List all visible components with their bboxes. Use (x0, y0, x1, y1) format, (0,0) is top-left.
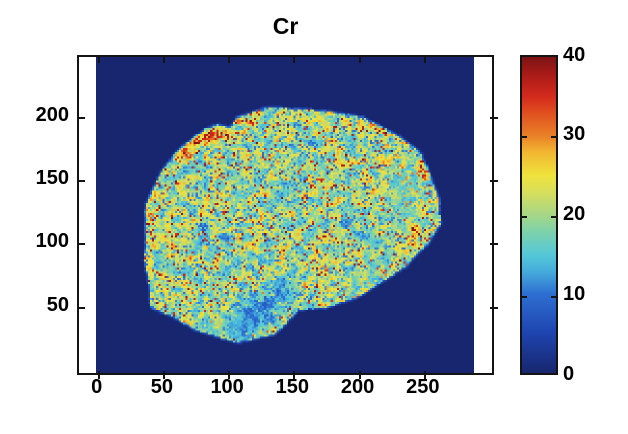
plot-axes (77, 55, 498, 379)
colorbar-tick-label: 0 (563, 362, 575, 385)
x-tick-label: 250 (406, 376, 440, 398)
y-tick-label: 200 (35, 103, 69, 126)
plot-title: Cr (272, 13, 299, 39)
colorbar-tick-label: 30 (563, 123, 586, 146)
colorbar-tick-mark (522, 136, 527, 139)
x-tick-label: 0 (91, 376, 103, 398)
y-tick-mark (77, 179, 85, 182)
x-tick-mark (358, 371, 361, 379)
heatmap-image (96, 57, 474, 373)
colorbar-tick-mark (551, 216, 556, 218)
colorbar-tick-mark (522, 216, 527, 218)
y-tick-label: 150 (35, 166, 69, 189)
colorbar-tick-mark (551, 136, 556, 139)
y-tick-mark-right (490, 116, 498, 119)
y-tick-mark-right (490, 243, 498, 246)
x-tick-mark (293, 371, 296, 379)
colorbar-tick-label: 20 (563, 203, 586, 225)
y-tick-mark-right (490, 306, 498, 309)
y-tick-mark-right (490, 179, 498, 182)
x-tick-label: 200 (340, 376, 375, 398)
x-tick-mark-top (358, 55, 361, 63)
colorbar-tick-label: 40 (563, 43, 586, 66)
colorbar-tick-label: 10 (563, 282, 586, 305)
x-tick-mark-top (228, 55, 231, 63)
x-tick-mark (228, 371, 231, 379)
x-tick-mark (423, 371, 426, 379)
x-tick-mark-top (293, 55, 296, 63)
y-tick-mark (77, 243, 85, 246)
x-tick-mark-top (423, 55, 426, 63)
colorbar-tick-mark (522, 295, 527, 298)
colorbar (520, 55, 558, 375)
x-tick-label: 100 (210, 376, 244, 398)
x-tick-mark (162, 371, 165, 379)
x-tick-mark-top (97, 55, 100, 63)
x-tick-mark (97, 371, 100, 379)
y-tick-label: 100 (35, 230, 69, 253)
y-tick-mark (77, 306, 85, 309)
colorbar-tick-mark (551, 295, 556, 298)
y-tick-mark (77, 116, 85, 119)
x-tick-label: 50 (150, 376, 174, 398)
x-tick-mark-top (162, 55, 165, 63)
x-tick-label: 150 (275, 376, 310, 398)
y-tick-label: 50 (46, 293, 69, 316)
